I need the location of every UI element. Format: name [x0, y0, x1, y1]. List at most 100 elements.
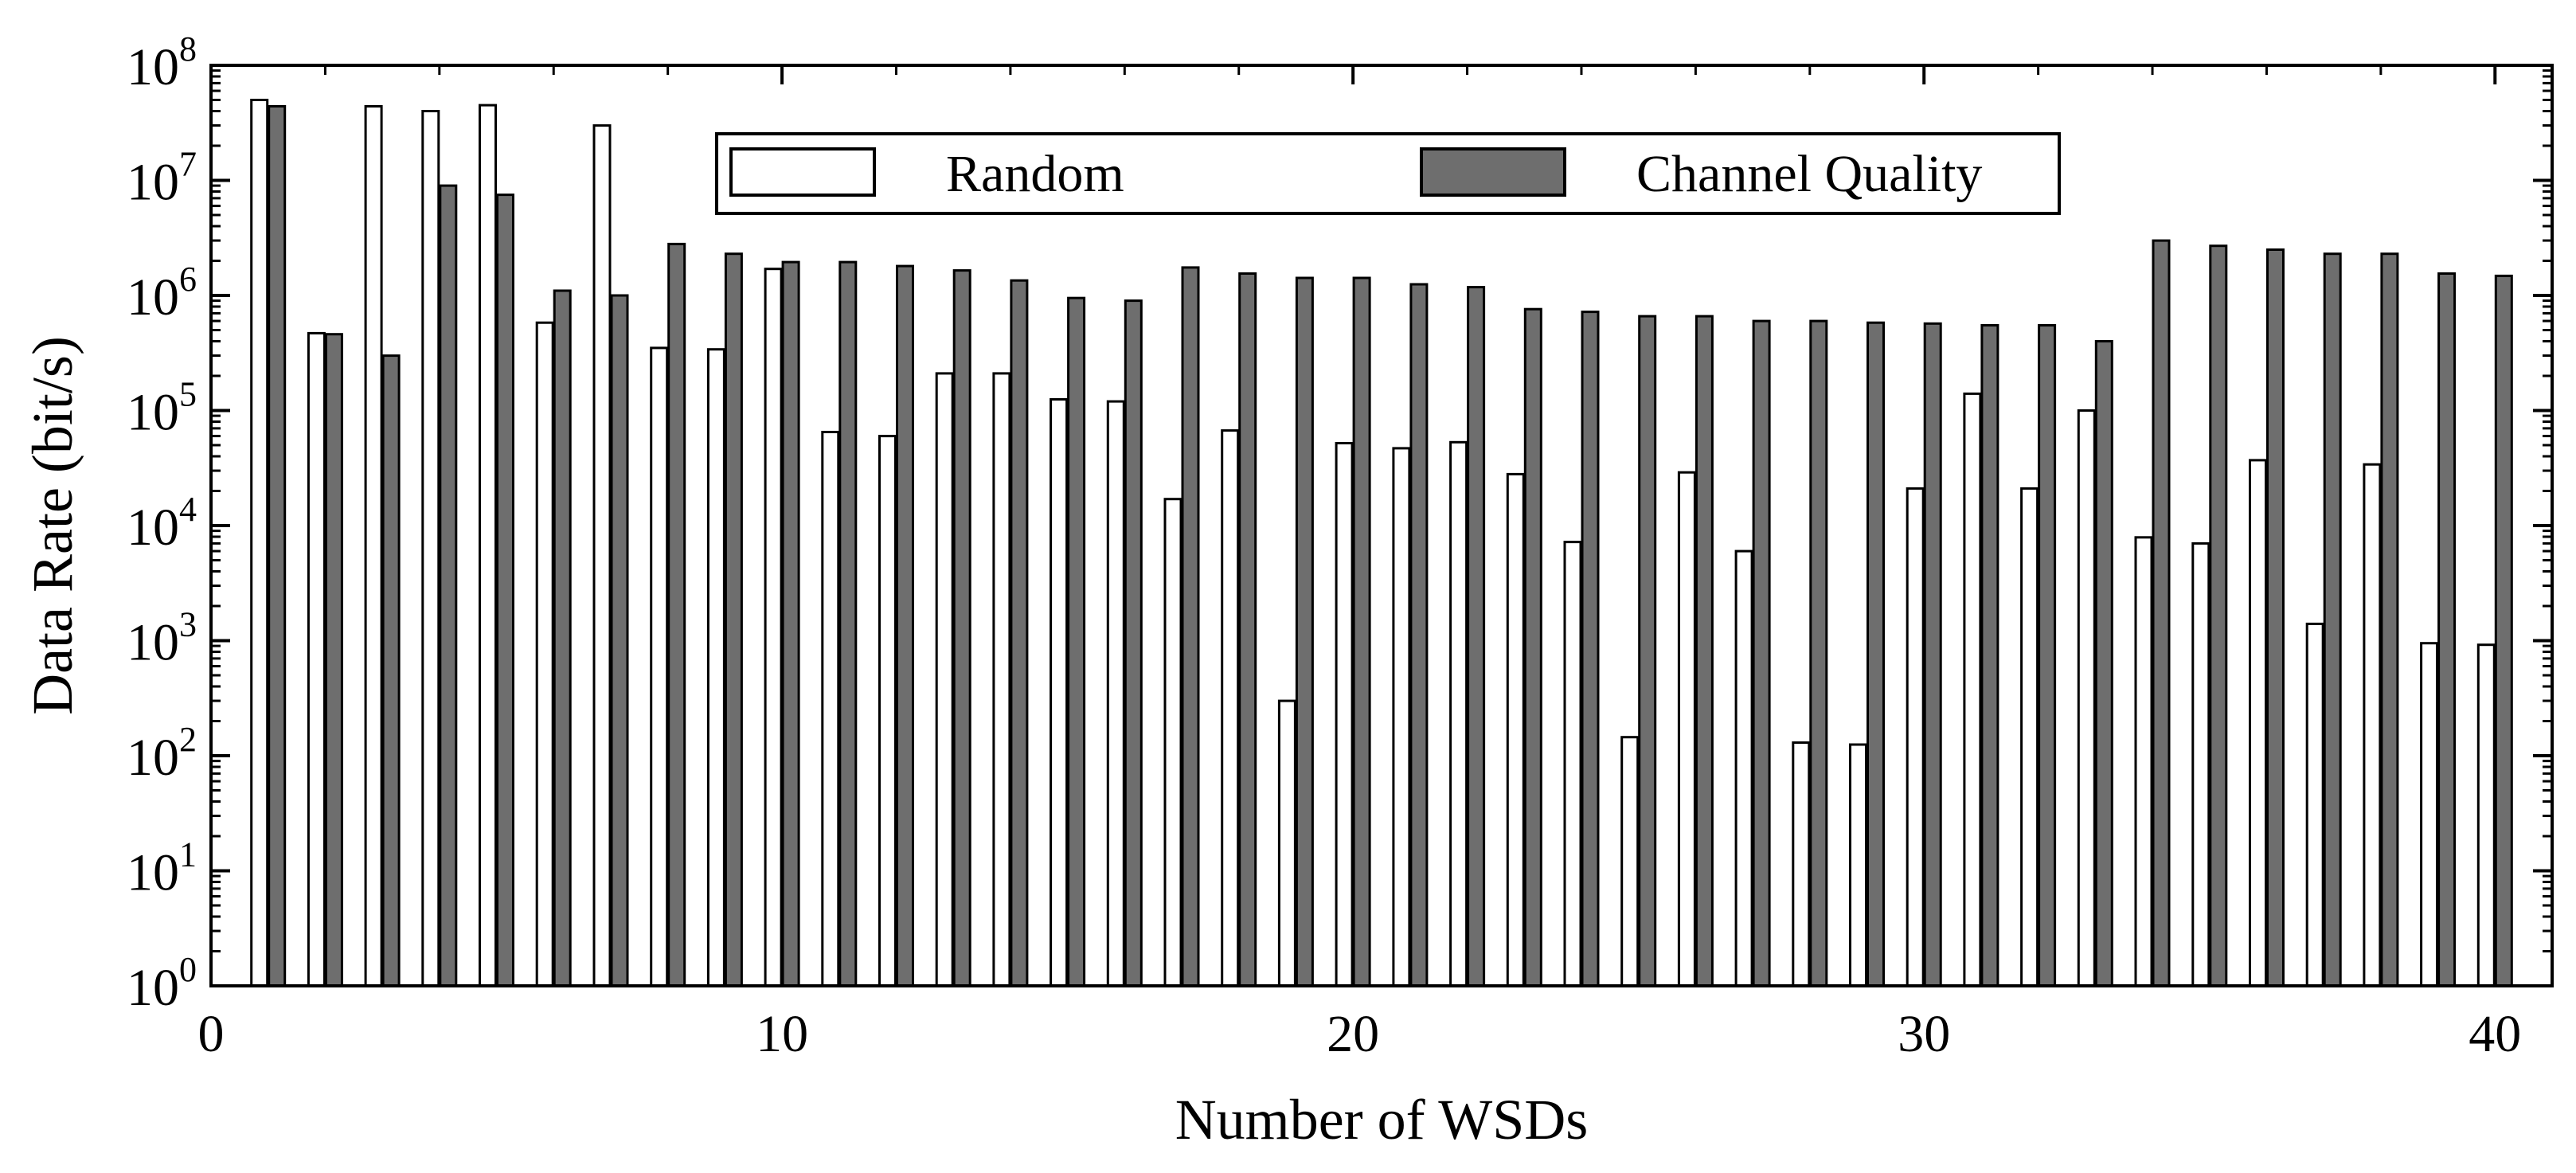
bar-random: [535, 321, 554, 987]
bar-random: [2363, 463, 2382, 987]
bar-random: [992, 372, 1011, 987]
bar-random: [2305, 622, 2324, 987]
legend-box: [715, 132, 2061, 215]
bar-random: [479, 104, 497, 987]
x-tick-label: 30: [1898, 1005, 1950, 1063]
bar-channel-quality: [1523, 307, 1542, 987]
bar-random: [1563, 541, 1582, 987]
legend-label-channel-quality: Channel Quality: [1636, 145, 1982, 203]
bar-random: [1050, 398, 1069, 987]
bar-channel-quality: [610, 294, 629, 987]
bar-channel-quality: [1409, 283, 1429, 987]
bar-channel-quality: [2437, 272, 2457, 987]
y-tick-label: 107: [127, 145, 197, 212]
bar-channel-quality: [1980, 324, 1999, 987]
bar-channel-quality: [1181, 266, 1200, 987]
y-tick-label: 103: [127, 605, 197, 672]
bar-random: [421, 110, 440, 987]
bar-channel-quality: [1124, 299, 1143, 987]
bar-random: [2020, 487, 2039, 987]
bar-channel-quality: [2494, 274, 2513, 987]
x-axis: 0 10 20 30 40: [198, 65, 2521, 1063]
legend-swatch-random: [729, 147, 876, 197]
bar-random: [1221, 429, 1240, 987]
bar-channel-quality: [2323, 252, 2342, 987]
bar-channel-quality: [1467, 286, 1486, 987]
bar-channel-quality: [324, 333, 343, 987]
bar-channel-quality: [1752, 319, 1771, 987]
bar-random: [1506, 472, 1525, 987]
legend-swatch-channel-quality: [1420, 147, 1566, 197]
bar-random: [1906, 487, 1925, 987]
bar-random: [1106, 400, 1125, 987]
x-tick-label: 40: [2469, 1005, 2521, 1063]
bar-channel-quality: [496, 194, 514, 987]
bar-channel-quality: [2152, 239, 2171, 987]
bar-random: [2249, 459, 2267, 987]
bar-channel-quality: [1010, 279, 1029, 987]
bar-channel-quality: [781, 260, 800, 987]
y-tick-label: 105: [127, 375, 197, 442]
bar-random: [2191, 542, 2211, 987]
bar-random: [1963, 392, 1982, 987]
bar-channel-quality: [439, 184, 458, 987]
bar-random: [2420, 642, 2439, 987]
x-tick-label: 10: [756, 1005, 808, 1063]
bar-random: [250, 99, 269, 987]
bar-random: [1734, 549, 1753, 987]
bar-random: [1792, 741, 1811, 987]
bar-channel-quality: [1695, 315, 1714, 987]
bar-random: [2077, 409, 2096, 987]
y-tick-label: 104: [127, 490, 197, 557]
bar-channel-quality: [1809, 319, 1828, 987]
y-tick-label: 102: [127, 720, 197, 787]
bar-random: [706, 348, 725, 987]
bar-channel-quality: [1238, 272, 1257, 987]
bar-channel-quality: [1867, 321, 1885, 987]
y-axis-label: Data Rate (bit/s): [21, 336, 84, 715]
bar-channel-quality: [838, 260, 858, 987]
bar-random: [364, 105, 383, 987]
bar-channel-quality: [1352, 276, 1371, 987]
bar-channel-quality: [1067, 296, 1086, 987]
bar-channel-quality: [952, 269, 971, 987]
y-tick-label: 100: [127, 950, 197, 1017]
y-tick-label: 106: [127, 260, 197, 326]
bar-random: [1677, 471, 1696, 987]
bar-random: [1849, 743, 1867, 987]
x-tick-label: 0: [198, 1005, 225, 1063]
bar-random: [592, 124, 612, 987]
bar-channel-quality: [2209, 244, 2228, 987]
bar-channel-quality: [2038, 324, 2057, 987]
bar-channel-quality: [896, 264, 914, 987]
bar-random: [2476, 643, 2496, 987]
bar-channel-quality: [1295, 276, 1314, 987]
bars-group: [250, 99, 2513, 987]
y-tick-label: 108: [127, 29, 197, 96]
bar-channel-quality: [667, 242, 686, 987]
bar-random: [1277, 699, 1296, 987]
bar-channel-quality: [1638, 315, 1657, 987]
bar-random: [1163, 498, 1182, 987]
bar-random: [307, 331, 326, 987]
x-axis-label: Number of WSDs: [1175, 1088, 1589, 1151]
bar-channel-quality: [553, 289, 572, 987]
x-tick-label: 20: [1327, 1005, 1379, 1063]
bar-random: [1449, 440, 1468, 987]
bar-channel-quality: [381, 354, 401, 987]
bar-channel-quality: [2380, 252, 2399, 987]
bar-random: [650, 346, 669, 987]
bar-random: [821, 431, 840, 987]
bar-random: [1620, 736, 1640, 987]
legend: Random Channel Quality: [715, 132, 2061, 215]
bar-random: [2134, 536, 2153, 987]
bar-channel-quality: [268, 105, 287, 987]
bar-random: [935, 372, 954, 987]
bar-channel-quality: [2094, 340, 2113, 987]
bar-channel-quality: [2266, 248, 2285, 987]
bar-random: [878, 435, 897, 987]
bar-random: [764, 268, 783, 987]
y-axis: 100 101 102 103 104 105 106 107 108: [127, 29, 2552, 1017]
bar-random: [1335, 442, 1354, 987]
